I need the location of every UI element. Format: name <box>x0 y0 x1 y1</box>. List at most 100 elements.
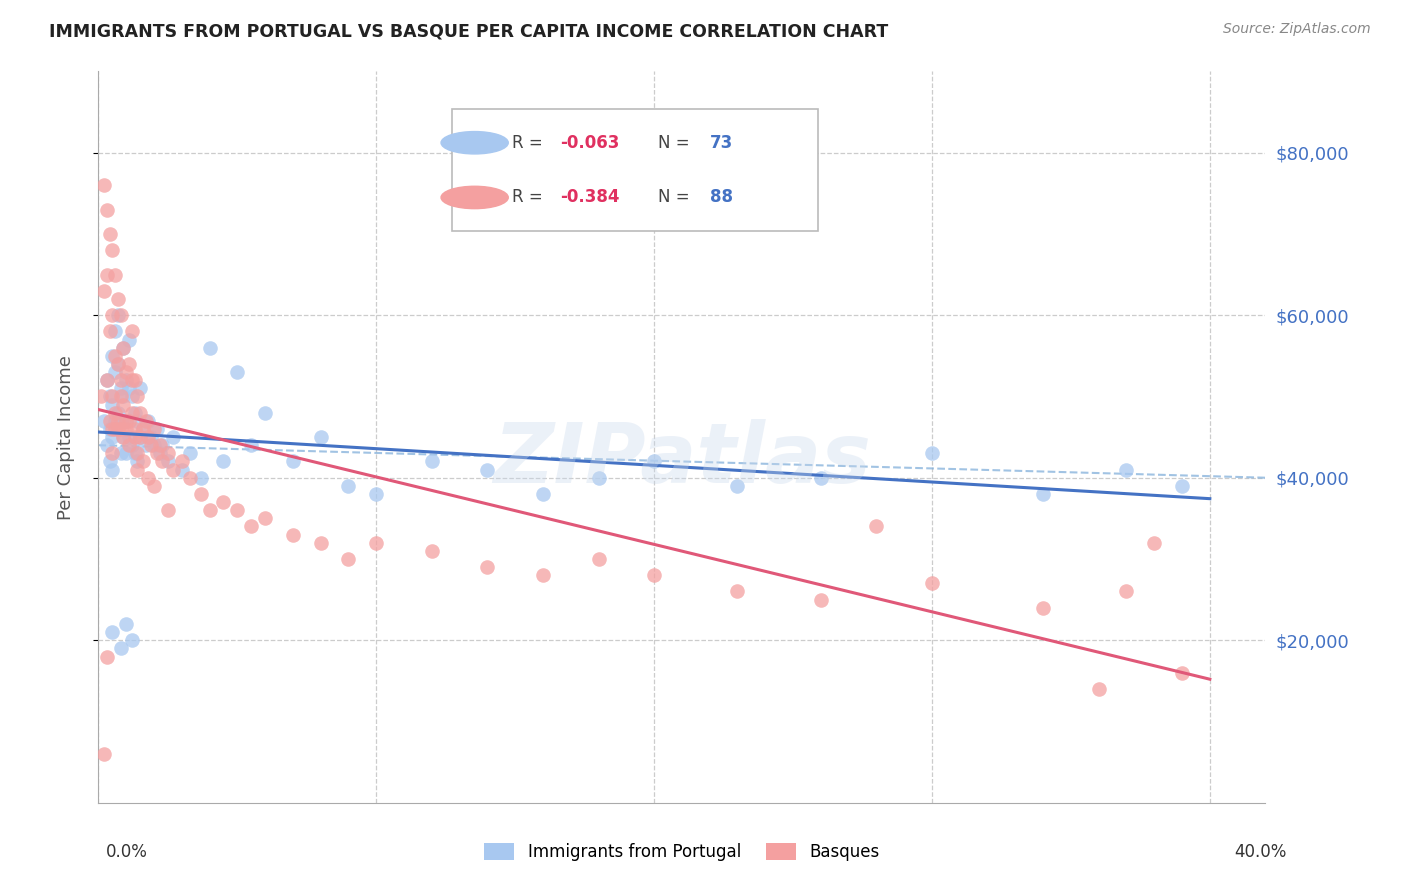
Point <box>127 462 149 476</box>
Point <box>112 341 135 355</box>
Point <box>112 430 135 444</box>
Point <box>104 365 127 379</box>
Point <box>588 471 610 485</box>
Point <box>101 625 124 640</box>
Point <box>101 349 124 363</box>
Point <box>112 430 135 444</box>
Text: IMMIGRANTS FROM PORTUGAL VS BASQUE PER CAPITA INCOME CORRELATION CHART: IMMIGRANTS FROM PORTUGAL VS BASQUE PER C… <box>49 22 889 40</box>
Point <box>96 438 118 452</box>
Point <box>124 446 146 460</box>
Point <box>1087 681 1109 696</box>
Point <box>104 268 127 282</box>
Point <box>121 373 143 387</box>
Point <box>90 389 112 403</box>
Point <box>254 511 277 525</box>
Point <box>124 422 146 436</box>
Point <box>138 414 160 428</box>
Point <box>98 389 121 403</box>
Point <box>420 454 443 468</box>
Point <box>104 414 127 428</box>
Point <box>107 414 129 428</box>
Point <box>143 479 166 493</box>
Point <box>148 438 170 452</box>
Y-axis label: Per Capita Income: Per Capita Income <box>56 355 75 519</box>
Point <box>727 479 749 493</box>
Point <box>110 641 132 656</box>
Point <box>170 454 193 468</box>
Point <box>107 292 129 306</box>
Point <box>1171 665 1194 680</box>
Point <box>179 471 201 485</box>
Point <box>148 446 170 460</box>
Point <box>190 471 212 485</box>
Point <box>121 389 143 403</box>
Point <box>162 462 184 476</box>
Point <box>366 535 388 549</box>
Point <box>107 308 129 322</box>
Point <box>101 308 124 322</box>
Point <box>921 446 943 460</box>
Point <box>643 568 665 582</box>
Point <box>104 325 127 339</box>
Point <box>337 479 360 493</box>
Point <box>98 422 121 436</box>
Point <box>121 406 143 420</box>
Point <box>115 414 138 428</box>
Point <box>115 446 138 460</box>
Point <box>198 503 221 517</box>
Point <box>93 747 115 761</box>
Point <box>104 349 127 363</box>
Point <box>1171 479 1194 493</box>
Point <box>1143 535 1166 549</box>
Point <box>115 414 138 428</box>
Point <box>98 414 121 428</box>
Point <box>98 227 121 241</box>
Point <box>93 414 115 428</box>
Point <box>156 503 179 517</box>
Point <box>115 365 138 379</box>
Point <box>477 462 499 476</box>
Point <box>420 544 443 558</box>
Text: 0.0%: 0.0% <box>105 843 148 861</box>
Point <box>107 422 129 436</box>
Text: ZIPatlas: ZIPatlas <box>494 418 870 500</box>
Point <box>96 202 118 217</box>
Point <box>477 560 499 574</box>
Point <box>121 325 143 339</box>
Point <box>104 406 127 420</box>
Point <box>110 446 132 460</box>
Point <box>110 381 132 395</box>
Point <box>150 438 173 452</box>
Point <box>212 454 235 468</box>
Point <box>143 422 166 436</box>
Point <box>138 430 160 444</box>
Point <box>115 617 138 632</box>
Point <box>101 389 124 403</box>
Point <box>132 454 155 468</box>
Point <box>146 422 169 436</box>
Point <box>115 373 138 387</box>
Point <box>93 178 115 193</box>
Point <box>115 422 138 436</box>
Point <box>124 430 146 444</box>
Point <box>156 446 179 460</box>
Point <box>110 389 132 403</box>
Point <box>240 438 263 452</box>
Point <box>810 471 832 485</box>
Point <box>240 519 263 533</box>
Point <box>1032 600 1054 615</box>
Point <box>643 454 665 468</box>
Point <box>727 584 749 599</box>
Point <box>118 381 141 395</box>
Point <box>127 446 149 460</box>
Point <box>101 430 124 444</box>
Point <box>162 430 184 444</box>
Point <box>118 414 141 428</box>
Point <box>107 357 129 371</box>
Point <box>135 438 157 452</box>
Point <box>112 341 135 355</box>
Text: 40.0%: 40.0% <box>1234 843 1286 861</box>
Point <box>110 422 132 436</box>
Point <box>112 389 135 403</box>
Point <box>179 446 201 460</box>
